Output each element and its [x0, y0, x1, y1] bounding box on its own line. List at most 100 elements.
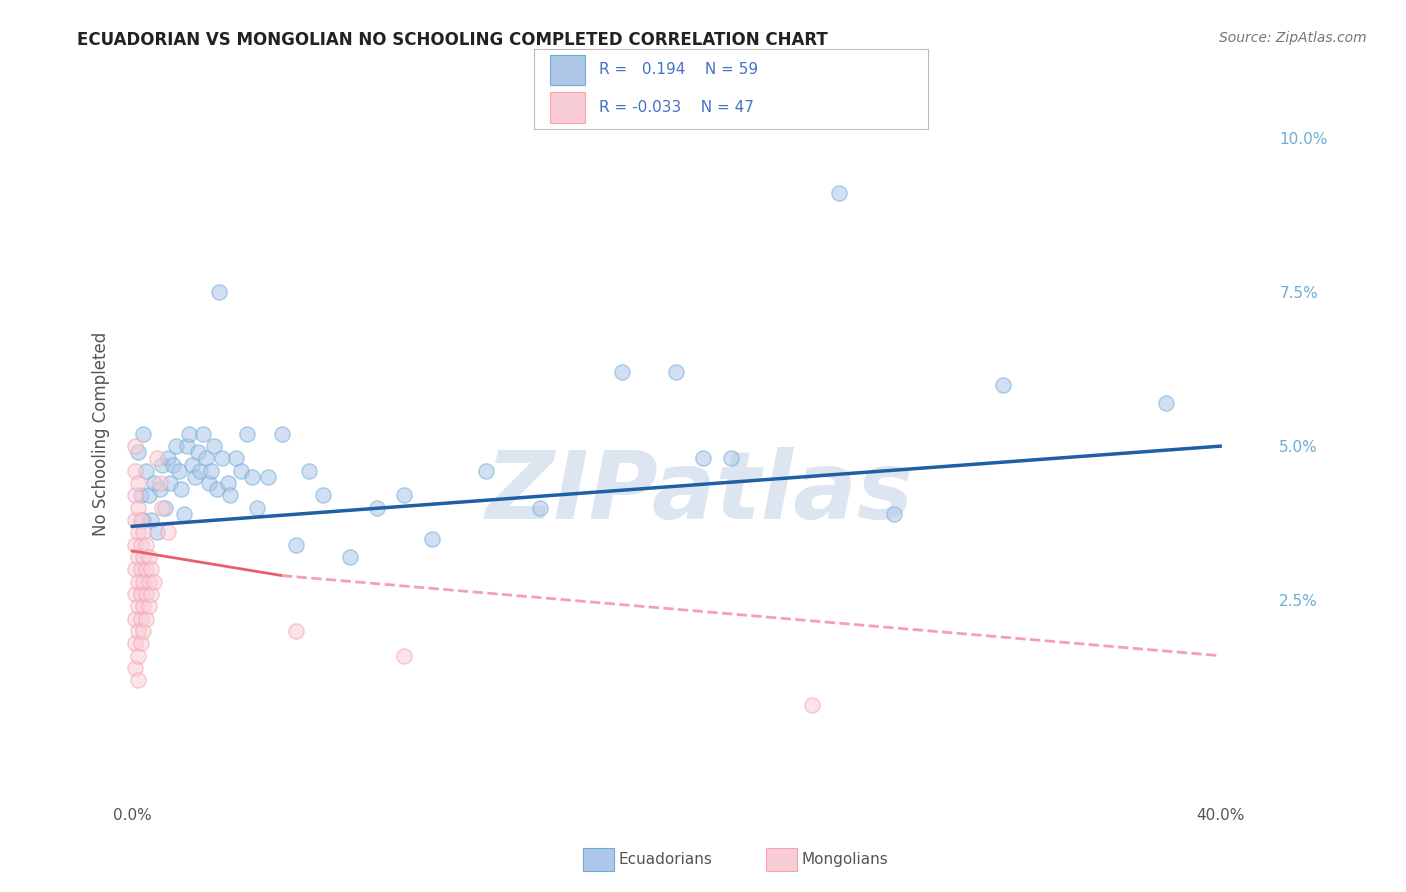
Point	[129, 513, 152, 527]
Point	[135, 464, 157, 478]
Point	[124, 587, 146, 601]
Point	[194, 451, 217, 466]
Point	[162, 458, 184, 472]
Point	[394, 648, 416, 663]
Point	[124, 464, 146, 478]
Point	[129, 562, 152, 576]
Point	[165, 439, 187, 453]
Point	[284, 624, 307, 638]
Point	[191, 426, 214, 441]
Point	[135, 562, 157, 576]
Point	[184, 470, 207, 484]
Point	[127, 476, 149, 491]
Point	[883, 507, 905, 521]
Point	[202, 439, 225, 453]
Point	[170, 483, 193, 497]
Point	[127, 445, 149, 459]
Point	[159, 476, 181, 491]
Point	[801, 698, 824, 712]
Point	[138, 550, 160, 565]
Point	[205, 483, 228, 497]
Point	[190, 464, 212, 478]
Point	[366, 500, 388, 515]
Text: ZIPatlas: ZIPatlas	[485, 447, 914, 539]
Point	[124, 538, 146, 552]
Point	[138, 574, 160, 589]
Point	[127, 599, 149, 614]
Point	[141, 513, 163, 527]
Point	[610, 365, 633, 379]
Point	[127, 648, 149, 663]
Point	[720, 451, 742, 466]
Point	[665, 365, 688, 379]
Point	[991, 377, 1014, 392]
Point	[146, 525, 169, 540]
Point	[124, 636, 146, 650]
Text: Source: ZipAtlas.com: Source: ZipAtlas.com	[1219, 31, 1367, 45]
Point	[129, 612, 152, 626]
Point	[235, 426, 257, 441]
Point	[129, 488, 152, 502]
Point	[211, 451, 233, 466]
Point	[143, 574, 166, 589]
Point	[135, 538, 157, 552]
Point	[312, 488, 335, 502]
Point	[394, 488, 416, 502]
Point	[173, 507, 195, 521]
Point	[141, 587, 163, 601]
Point	[225, 451, 247, 466]
Point	[181, 458, 204, 472]
Point	[150, 458, 173, 472]
Bar	[550, 54, 585, 86]
Point	[148, 476, 170, 491]
Point	[420, 532, 443, 546]
Point	[200, 464, 222, 478]
Point	[828, 186, 851, 201]
Point	[138, 488, 160, 502]
Point	[124, 661, 146, 675]
Point	[124, 562, 146, 576]
Point	[127, 500, 149, 515]
Point	[298, 464, 321, 478]
Point	[148, 483, 170, 497]
Point	[240, 470, 263, 484]
Text: R =   0.194    N = 59: R = 0.194 N = 59	[599, 62, 758, 78]
Point	[124, 513, 146, 527]
Y-axis label: No Schooling Completed: No Schooling Completed	[93, 332, 110, 536]
Point	[127, 673, 149, 688]
Point	[132, 513, 155, 527]
Point	[1154, 396, 1177, 410]
Point	[129, 538, 152, 552]
Point	[141, 562, 163, 576]
Point	[132, 525, 155, 540]
Text: R = -0.033    N = 47: R = -0.033 N = 47	[599, 100, 754, 115]
Bar	[550, 93, 585, 123]
Point	[692, 451, 714, 466]
Point	[146, 451, 169, 466]
Point	[129, 636, 152, 650]
Point	[135, 612, 157, 626]
Point	[127, 574, 149, 589]
Point	[143, 476, 166, 491]
Point	[135, 587, 157, 601]
Point	[153, 500, 176, 515]
Point	[124, 439, 146, 453]
Point	[156, 451, 179, 466]
Point	[529, 500, 551, 515]
Point	[339, 550, 361, 565]
Point	[167, 464, 190, 478]
Point	[284, 538, 307, 552]
Point	[127, 624, 149, 638]
Point	[197, 476, 219, 491]
Point	[271, 426, 294, 441]
Point	[150, 500, 173, 515]
Point	[217, 476, 239, 491]
Point	[132, 599, 155, 614]
Point	[187, 445, 209, 459]
Text: Ecuadorians: Ecuadorians	[619, 853, 713, 867]
Point	[132, 550, 155, 565]
Point	[132, 624, 155, 638]
Point	[475, 464, 498, 478]
Point	[124, 488, 146, 502]
Point	[156, 525, 179, 540]
